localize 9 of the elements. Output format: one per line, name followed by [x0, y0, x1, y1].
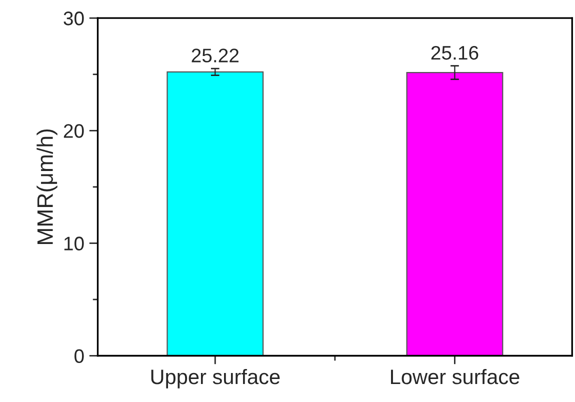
- y-tick-label: 0: [74, 349, 84, 364]
- data-label: 25.16: [431, 46, 478, 60]
- y-axis-title: MMR(μm/h): [36, 129, 58, 244]
- x-tick-label: Upper surface: [151, 368, 280, 388]
- y-tick-label: 20: [64, 124, 84, 138]
- y-tick-label: 10: [64, 236, 84, 250]
- y-tick-label: 30: [64, 12, 84, 26]
- data-label: 25.22: [192, 48, 238, 62]
- x-tick-label: Lower surface: [391, 368, 520, 384]
